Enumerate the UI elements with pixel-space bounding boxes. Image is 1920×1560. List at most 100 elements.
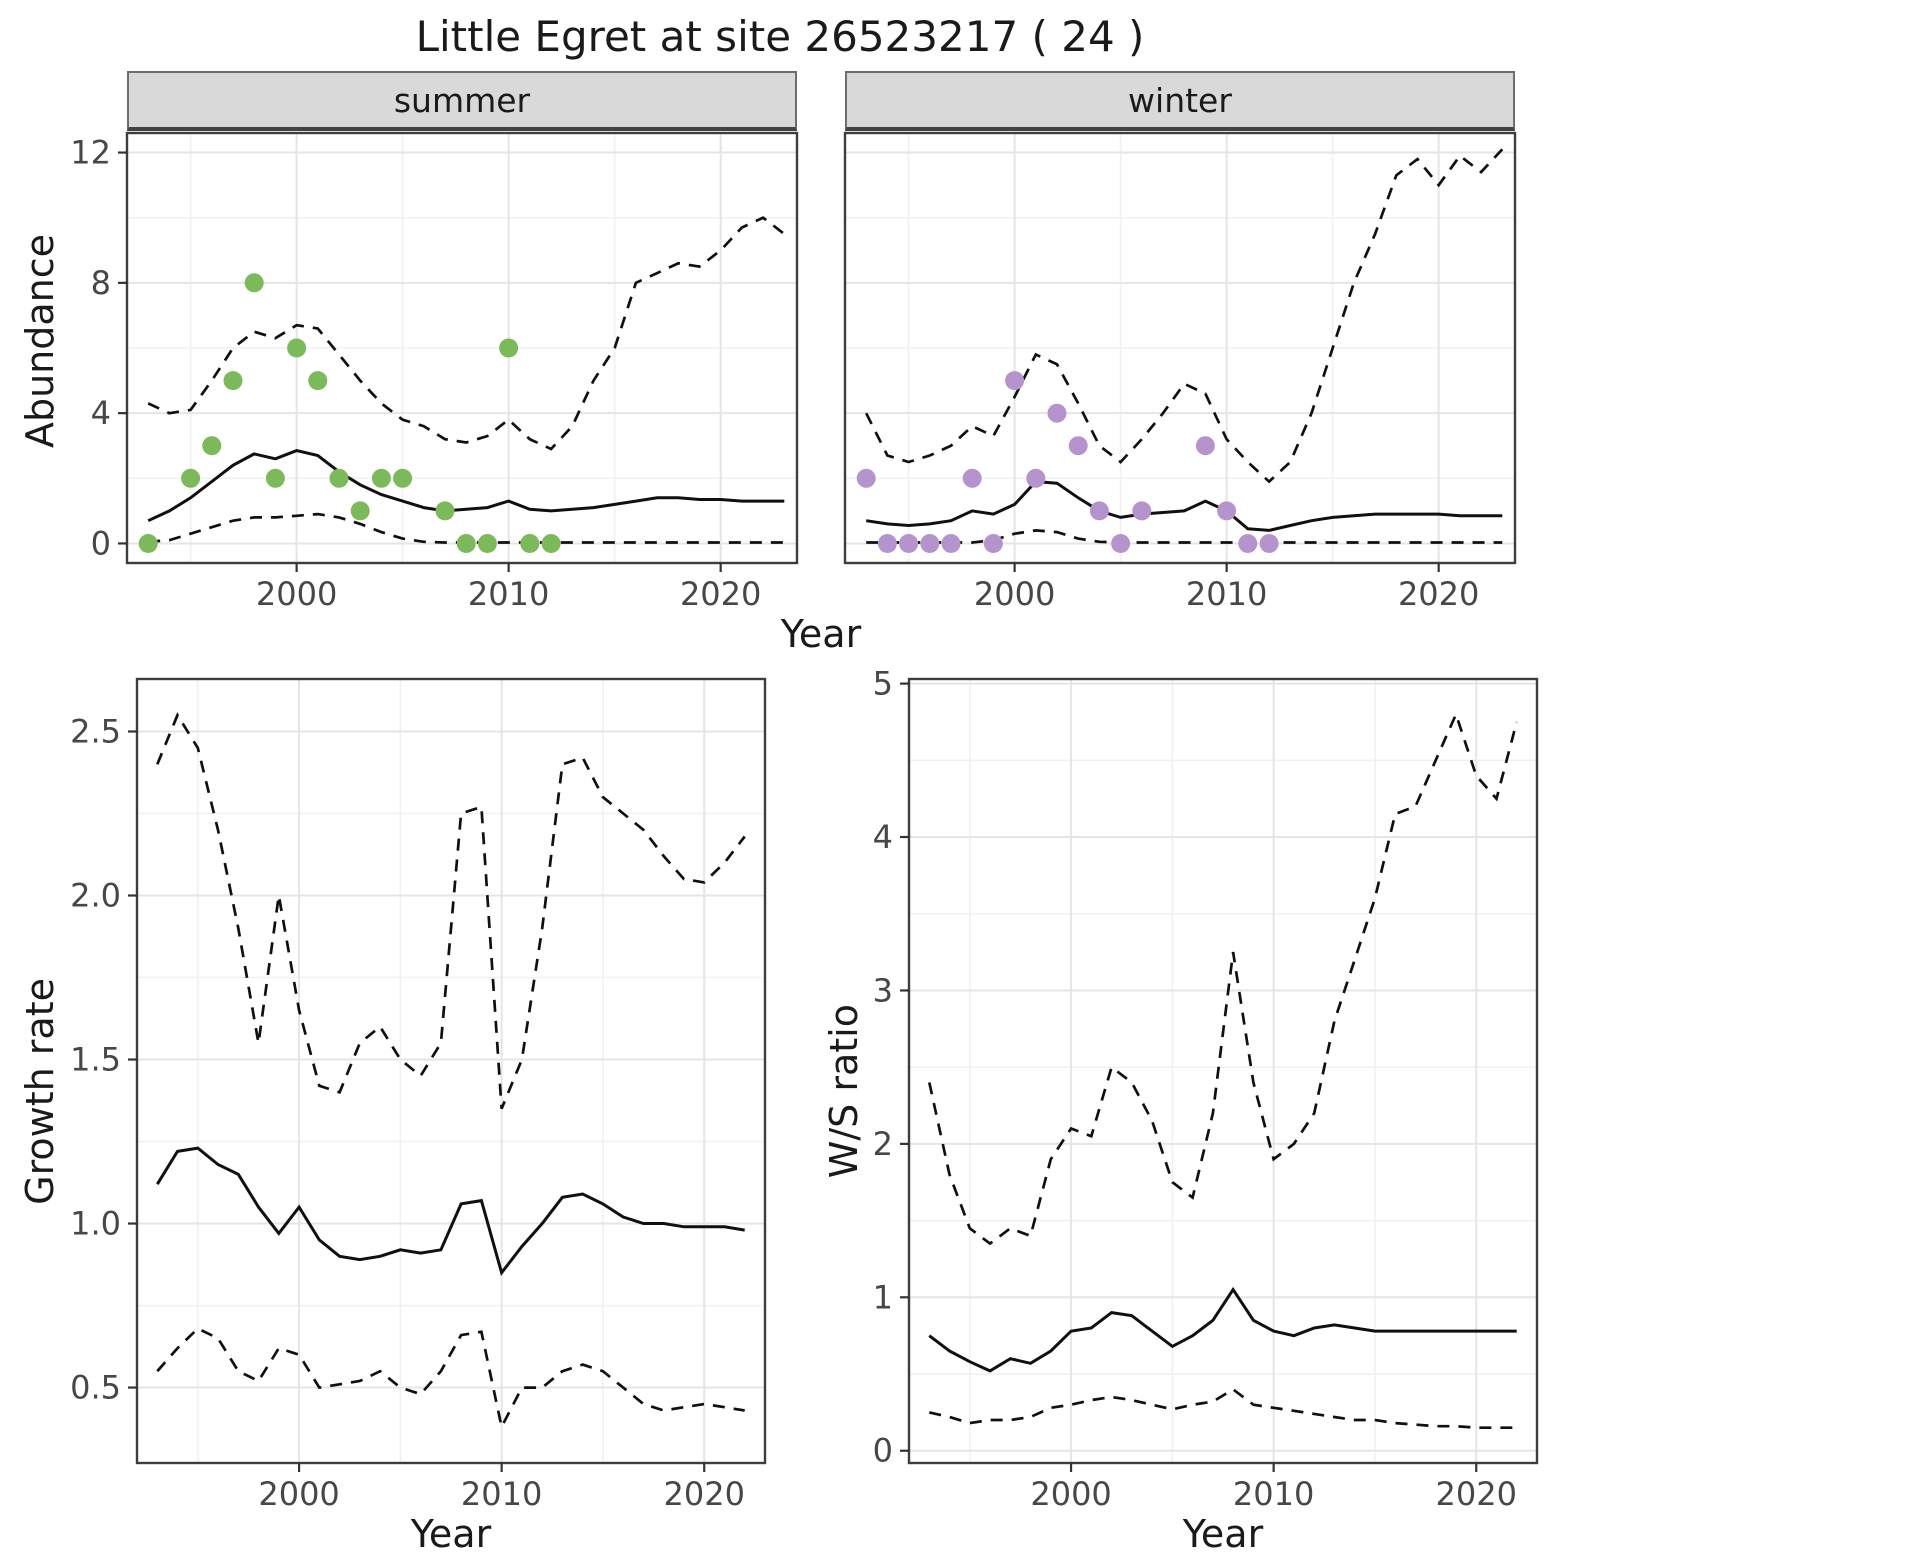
facet-strip-winter: winter [845,71,1515,131]
lower-ci-line [929,1387,1517,1430]
y-tick-label: 5 [873,671,893,703]
y-tick-label: 1 [873,1278,893,1316]
y-tick-label: 0.5 [70,1369,121,1407]
lower-ci-line [156,1326,745,1431]
abundance-row: Abundance summer 2000 2010 2020 0 4 8 12 winte… [15,71,1920,611]
x-tick-label: 2010 [461,1475,542,1511]
x-tick-label: 2000 [256,575,337,611]
x-tick-label: 2020 [1398,575,1479,611]
panel-border [125,131,799,565]
upper-ci-line [927,710,1519,1246]
ws-ratio-plot: W/S ratio 2000 2010 2020 0 1 2 3 4 5 Year [819,671,1553,1559]
fit-line [156,1146,745,1276]
growth-rate-plot-col: 2000 2010 2020 0.5 1.0 1.5 2.0 2.5 Year [65,671,779,1559]
y-tick-label: 0 [91,524,111,562]
y-tick-label: 2.0 [70,877,121,915]
fit-line [865,480,1503,532]
observation-point [1026,468,1046,488]
observation-point [202,436,222,456]
observation-point [920,534,940,553]
observation-point [520,534,540,553]
y-tick-label: 1.5 [70,1041,121,1079]
observation-point [1068,436,1088,456]
observation-point [138,534,158,553]
observation-point [265,468,285,488]
growth-rate-chart: 2000 2010 2020 0.5 1.0 1.5 2.0 2.5 [70,677,767,1511]
observation-point [456,534,476,553]
figure-title: Little Egret at site 26523217 ( 24 ) [415,12,1145,61]
observation-point [1005,371,1025,391]
observation-point [856,468,876,488]
panel-content [137,679,765,1463]
observation-point [244,273,264,293]
x-tick-label: 2020 [664,1475,745,1511]
facet-summer: summer 2000 2010 2020 0 4 8 12 [65,71,809,611]
axis-title-text: Abundance [18,233,62,449]
axis-title-text: W/S ratio [822,1003,866,1179]
observation-point [1238,534,1258,553]
axis-title-text: Growth rate [18,977,62,1205]
y-tick-label: 2 [873,1125,893,1163]
x-tick-label: 2010 [468,575,549,611]
abundance-x-axis-title: Year [780,612,862,656]
x-tick-label: 2000 [258,1475,339,1511]
observation-point [983,534,1003,553]
ws-ratio-chart: 2000 2010 2020 0 1 2 3 4 5 [873,671,1539,1511]
observation-point [1047,403,1067,423]
lower-ci-line [866,529,1503,544]
growth-rate-plot: Growth rate 2000 2010 2020 0.5 1.0 1.5 2.0 2.5 … [15,671,779,1559]
upper-ci-line [864,148,1504,484]
winter-abundance-chart: 2000 2010 2020 [843,131,1517,611]
observation-point [541,534,561,553]
panel-border [843,131,1517,565]
facet-strip-summer: summer [127,71,797,131]
observation-point [1111,534,1131,553]
x-tick-label: 2010 [1186,575,1267,611]
y-tick-label: 2.5 [70,712,121,750]
y-tick-label: 1.0 [70,1205,121,1243]
observation-point [962,468,982,488]
observation-point [223,371,243,391]
upper-ci-line [156,712,746,1110]
observation-point [1217,501,1237,521]
observation-point [1195,436,1215,456]
growth-rate-y-axis-title: Growth rate [15,671,65,1511]
derived-metrics-row: Growth rate 2000 2010 2020 0.5 1.0 1.5 2.0 2.5 … [15,671,1920,1559]
observation-point [899,534,919,553]
panel-background [137,679,765,1463]
fit-line [147,449,785,523]
observation-point [350,501,370,521]
observation-point [941,534,961,553]
observation-point [1089,501,1109,521]
x-tick-label: 2010 [1233,1475,1314,1511]
fit-line [928,1286,1517,1373]
abundance-y-axis-title: Abundance [15,71,65,611]
facet-strip-winter-label: winter [1128,80,1232,120]
y-tick-label: 0 [873,1432,893,1470]
observation-point [308,371,328,391]
observation-point [181,468,201,488]
observation-point [371,468,391,488]
observation-point [499,338,519,358]
facet-strip-summer-label: summer [393,80,531,120]
ws-ratio-y-axis-title: W/S ratio [819,671,869,1511]
observation-point [435,501,455,521]
panel-border [907,677,1539,1465]
growth-rate-x-axis-title: Year [410,1512,492,1556]
observation-point [477,534,497,553]
panel-content [127,133,797,563]
observation-point [1259,534,1279,553]
y-tick-label: 12 [70,134,111,172]
upper-ci-line [147,216,786,451]
x-tick-label: 2000 [1030,1475,1111,1511]
ws-ratio-x-axis-title: Year [1182,1512,1264,1556]
x-tick-label: 2020 [1436,1475,1517,1511]
y-tick-label: 4 [91,394,111,432]
y-tick-label: 4 [873,818,893,856]
panel-content [845,133,1515,563]
observation-point [287,338,307,358]
panel-content [909,679,1537,1463]
facet-gap [809,71,837,611]
observation-point [329,468,349,488]
